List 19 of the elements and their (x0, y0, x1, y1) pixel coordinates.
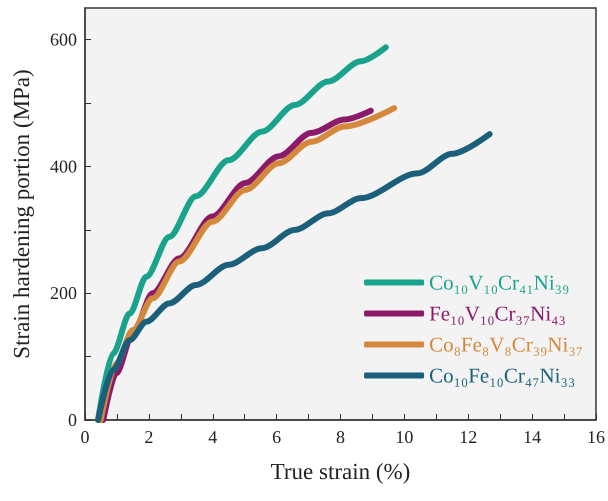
x-tick-label: 14 (523, 427, 542, 447)
legend-label: Co₁₀V₁₀Cr₄₁Ni₃₉ (429, 270, 570, 294)
y-tick-label: 600 (50, 30, 77, 50)
x-axis-title: True strain (%) (270, 459, 410, 484)
y-tick-label: 0 (68, 410, 77, 430)
y-axis-title: Strain hardening portion (MPa) (9, 69, 34, 359)
x-tick-label: 10 (395, 427, 414, 447)
x-tick-label: 6 (272, 427, 282, 447)
legend-label: Fe₁₀V₁₀Cr₃₇Ni₄₃ (429, 302, 566, 326)
x-tick-label: 2 (144, 427, 154, 447)
y-tick-label: 400 (50, 156, 77, 176)
legend-label: Co₁₀Fe₁₀Cr₄₇Ni₃₃ (429, 364, 576, 388)
x-tick-label: 4 (208, 427, 218, 447)
x-tick-label: 12 (459, 427, 478, 447)
legend-label: Co₈Fe₈V₈Cr₃₉Ni₃₇ (429, 332, 583, 356)
y-tick-label: 200 (50, 283, 77, 304)
x-tick-label: 16 (587, 427, 605, 447)
x-tick-label: 8 (336, 427, 345, 447)
x-tick-label: 0 (80, 427, 90, 447)
